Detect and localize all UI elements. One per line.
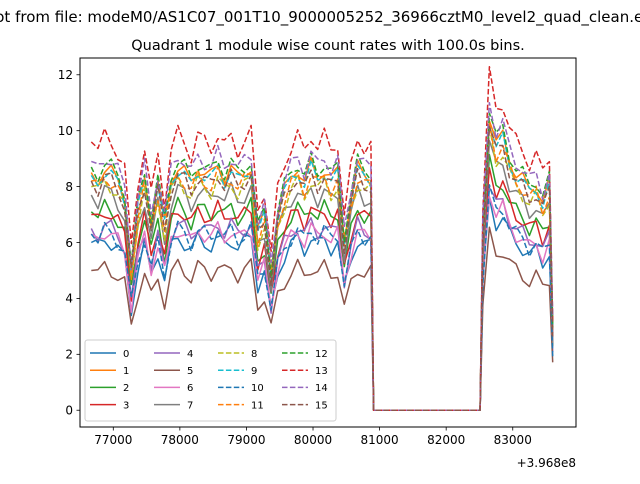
- legend-label-14: 14: [315, 383, 328, 394]
- series-line-10: [90, 184, 554, 411]
- legend-label-4: 4: [187, 349, 193, 360]
- series-line-2: [90, 153, 554, 411]
- series-line-5: [91, 226, 554, 411]
- x-offset-text: +3.968e8: [517, 456, 576, 470]
- legend-label-10: 10: [251, 383, 264, 394]
- y-tick-label: 0: [65, 404, 73, 418]
- plot-area: [90, 65, 554, 411]
- legend-label-8: 8: [251, 349, 257, 360]
- legend-label-9: 9: [251, 366, 257, 377]
- y-tick-label: 10: [58, 124, 73, 138]
- x-axis: 77000 78000 79000 80000 81000 82000 83000: [94, 427, 532, 447]
- legend-label-15: 15: [315, 400, 328, 411]
- series-line-15: [90, 126, 554, 411]
- x-tick-label: 78000: [161, 433, 199, 447]
- y-tick-label: 2: [65, 348, 73, 362]
- y-tick-label: 8: [65, 180, 73, 194]
- legend-label-2: 2: [123, 383, 129, 394]
- x-tick-label: 82000: [427, 433, 465, 447]
- series-line-14: [91, 102, 554, 411]
- legend-label-1: 1: [123, 366, 129, 377]
- x-tick-label: 79000: [227, 433, 265, 447]
- y-tick-label: 6: [65, 236, 73, 250]
- legend-label-6: 6: [187, 383, 193, 394]
- x-tick-label: 77000: [94, 433, 132, 447]
- figure-suptitle: Plot from file: modeM0/AS1C07_001T10_900…: [0, 8, 640, 26]
- y-axis: 0 2 4 6 8 10 12: [58, 68, 80, 418]
- legend-label-3: 3: [123, 400, 129, 411]
- legend-label-11: 11: [251, 400, 264, 411]
- y-tick-label: 12: [58, 68, 73, 82]
- legend-label-12: 12: [315, 349, 328, 360]
- plot-title: Quadrant 1 module wise count rates with …: [131, 38, 525, 54]
- x-tick-label: 81000: [361, 433, 399, 447]
- legend-label-5: 5: [187, 366, 193, 377]
- series-line-13: [90, 65, 554, 411]
- y-tick-label: 4: [65, 292, 73, 306]
- legend-label-0: 0: [123, 349, 129, 360]
- series-line-4: [90, 186, 554, 411]
- legend-label-7: 7: [187, 400, 193, 411]
- legend-frame: [84, 339, 337, 422]
- x-tick-label: 83000: [494, 433, 532, 447]
- series-line-6: [90, 195, 554, 411]
- x-tick-label: 80000: [294, 433, 332, 447]
- legend-label-13: 13: [315, 366, 328, 377]
